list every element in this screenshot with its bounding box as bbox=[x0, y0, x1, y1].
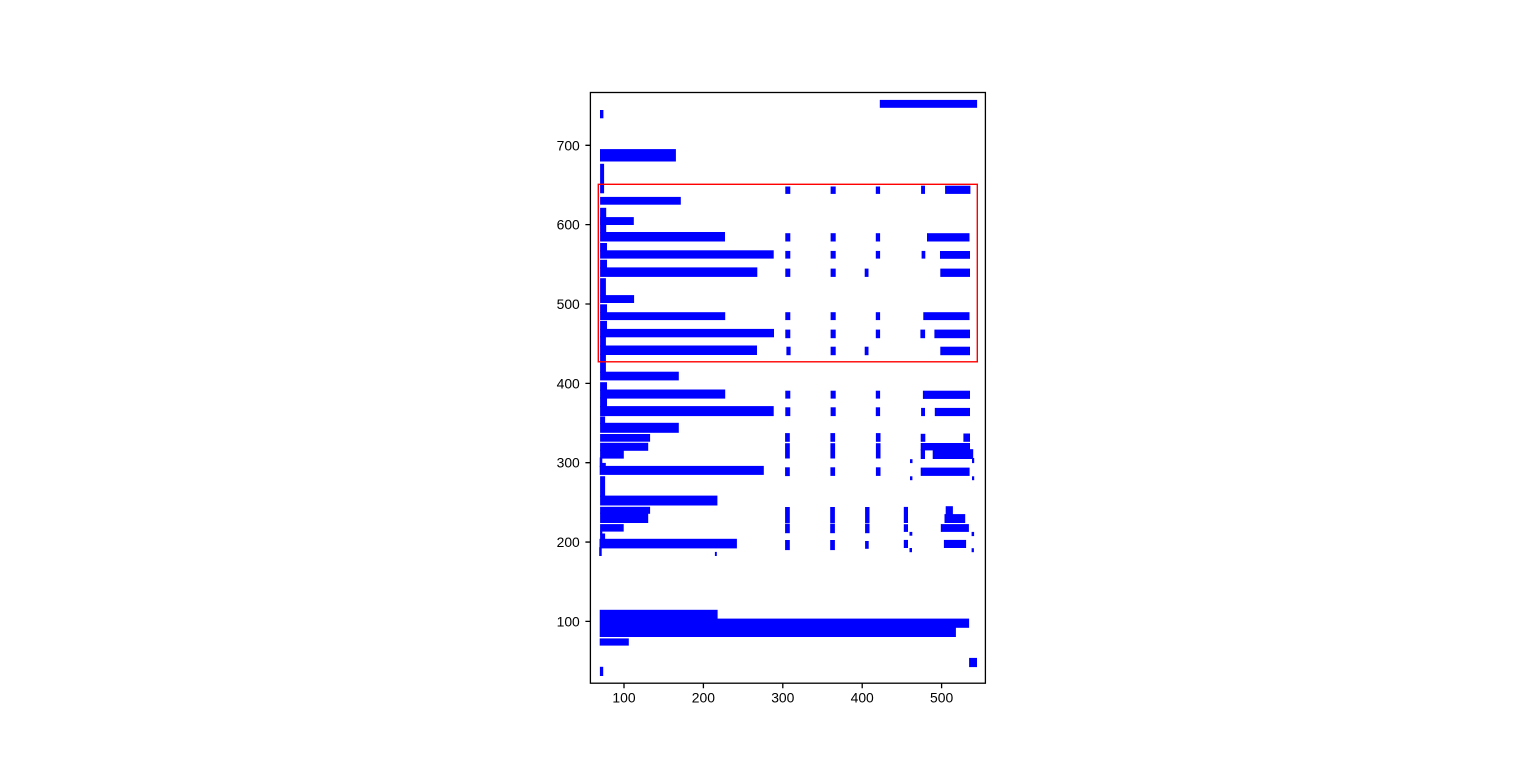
svg-text:100: 100 bbox=[557, 613, 580, 629]
svg-text:500: 500 bbox=[557, 296, 580, 312]
svg-text:200: 200 bbox=[692, 690, 715, 706]
svg-text:600: 600 bbox=[557, 217, 580, 233]
svg-text:500: 500 bbox=[930, 690, 953, 706]
svg-text:400: 400 bbox=[557, 375, 580, 391]
svg-text:700: 700 bbox=[557, 137, 580, 153]
svg-text:400: 400 bbox=[851, 690, 874, 706]
svg-text:300: 300 bbox=[557, 455, 580, 471]
svg-text:200: 200 bbox=[557, 534, 580, 550]
svg-text:300: 300 bbox=[771, 690, 794, 706]
svg-text:100: 100 bbox=[612, 690, 635, 706]
